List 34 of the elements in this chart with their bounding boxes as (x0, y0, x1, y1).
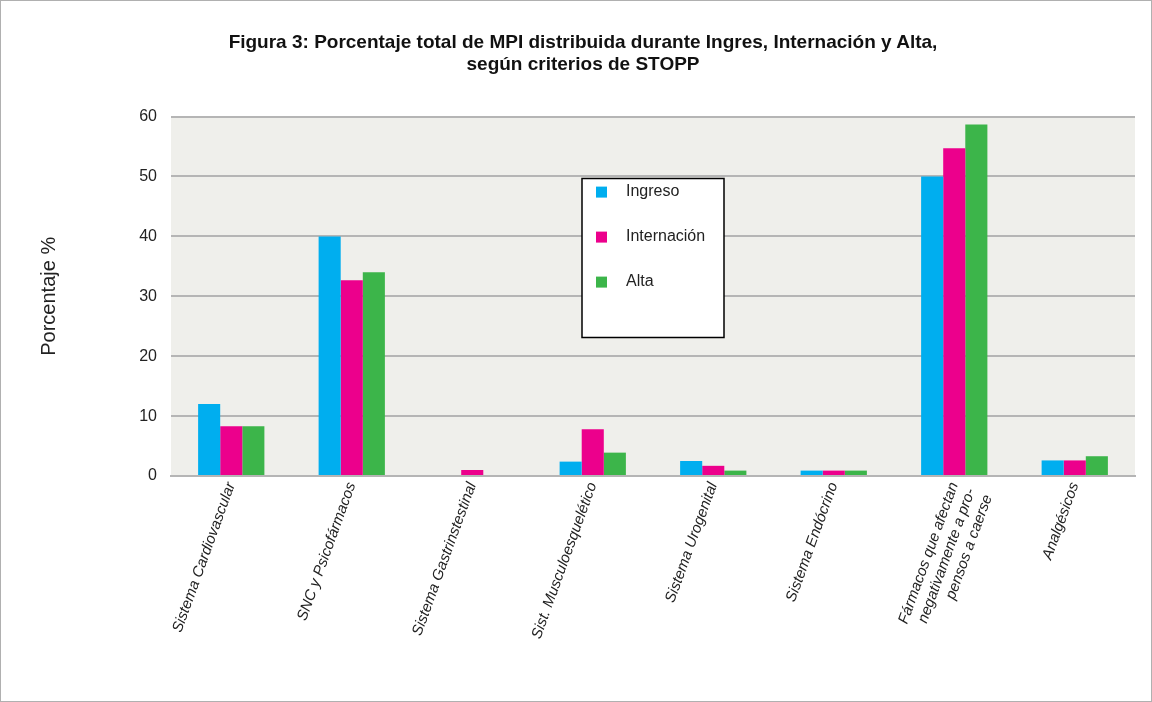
bar (461, 470, 484, 475)
y-axis-title: Porcentaje % (36, 236, 59, 356)
bar (581, 429, 604, 475)
bar (965, 124, 988, 475)
bar (800, 470, 823, 475)
bar (1041, 460, 1064, 475)
bar (559, 461, 582, 475)
legend-label: Alta (626, 272, 654, 290)
y-tick-label: 40 (139, 226, 158, 244)
bar (220, 426, 243, 475)
bar (1085, 456, 1108, 475)
legend-label: Ingreso (626, 182, 680, 200)
y-tick-label: 60 (139, 107, 158, 125)
bar (724, 470, 747, 475)
bar (1063, 460, 1086, 475)
bar (822, 470, 845, 475)
y-tick-label: 50 (139, 166, 158, 184)
bar (921, 176, 944, 475)
y-tick-label: 20 (139, 346, 158, 364)
bar (242, 426, 265, 475)
bar (362, 272, 385, 475)
bar (844, 470, 867, 475)
y-tick-label: 30 (139, 286, 158, 304)
bar (198, 404, 221, 475)
legend-label: Internación (626, 227, 706, 245)
bar (318, 236, 341, 475)
chart-title: Figura 3: Porcentaje total de MPI distribuida durante Ingres, Internación y Alta, según criterios de STOPP (228, 30, 938, 75)
bar (603, 452, 626, 475)
bar (943, 148, 966, 475)
bar (680, 461, 703, 475)
y-tick-label: 10 (139, 406, 158, 424)
bar (702, 465, 725, 475)
bar (340, 280, 363, 475)
y-tick-label: 0 (148, 466, 158, 484)
